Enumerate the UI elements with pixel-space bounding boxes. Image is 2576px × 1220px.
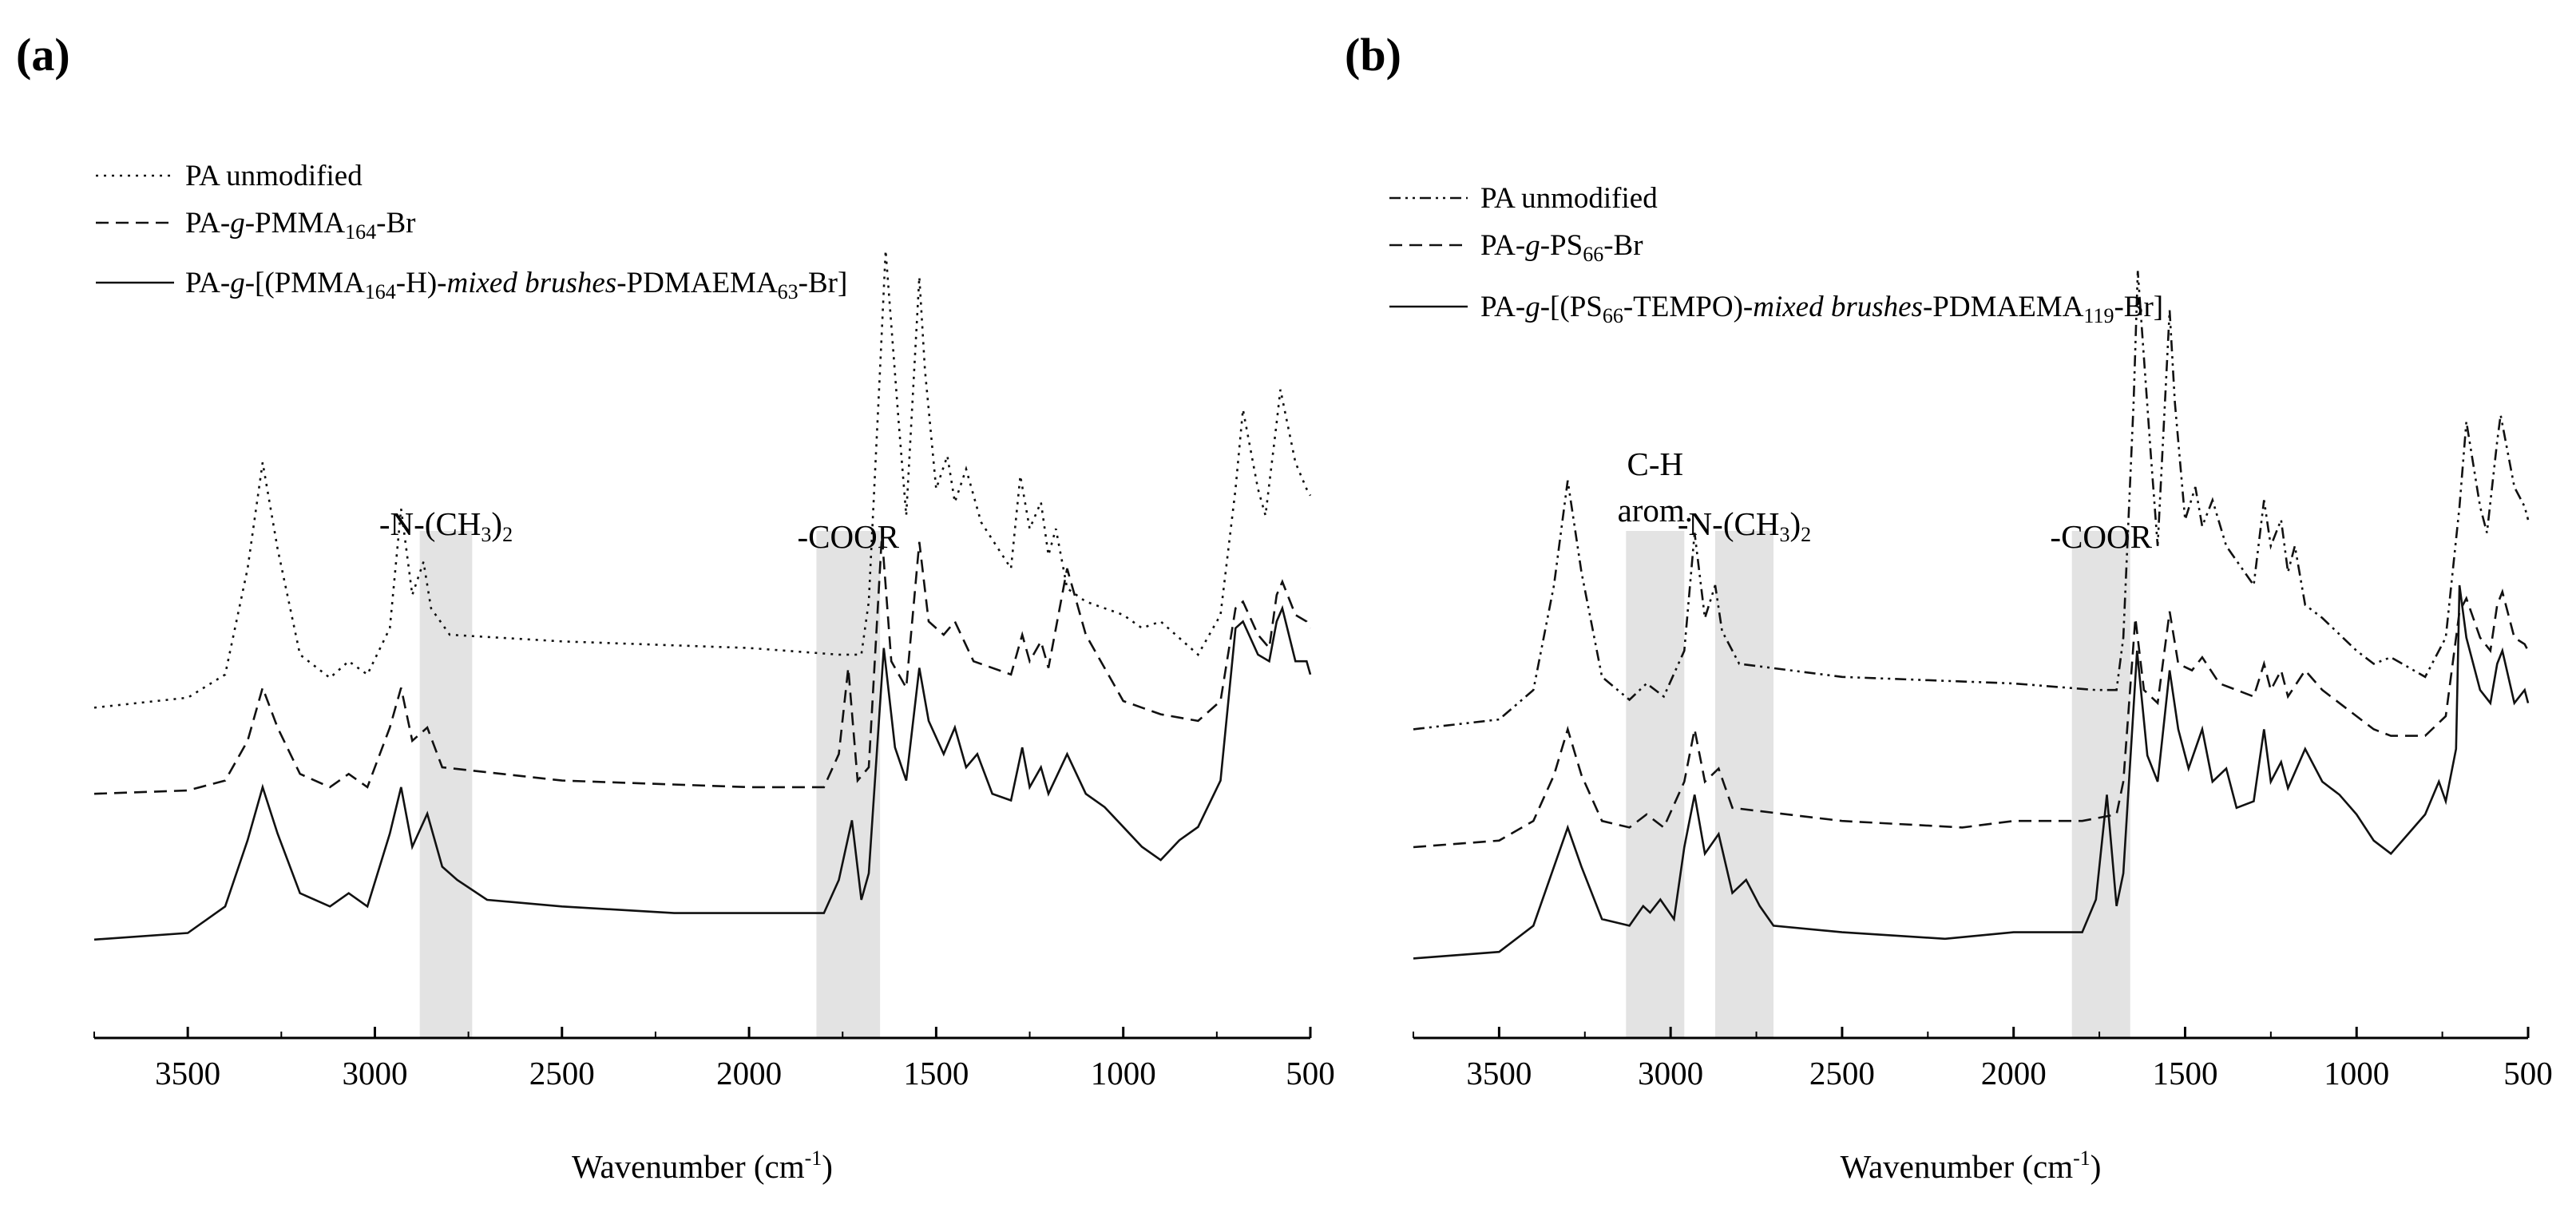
spectrum-line-3: [93, 604, 1312, 941]
legend-entry: PA unmodified: [185, 160, 363, 192]
x-axis-label: Wavenumber (cm-1): [572, 1147, 833, 1185]
legend-entry-part: -Br]: [799, 267, 848, 299]
x-axis-label-sup: -1: [805, 1147, 822, 1170]
legend-entry-part: 66: [1603, 304, 1623, 327]
x-tick-label: 2000: [1981, 1055, 2047, 1091]
band-label-part: 2: [502, 523, 513, 546]
x-tick-label: 500: [1286, 1055, 1335, 1091]
legend-entry-part: -PDMAEMA: [1923, 291, 2084, 323]
band-label: C-H: [1627, 446, 1684, 482]
spectrum-line-1: [1413, 271, 2530, 731]
band-label-part: ): [491, 505, 502, 542]
highlight-band: [419, 531, 473, 1038]
legend-entry-part: mixed brushes: [1753, 291, 1923, 323]
legend-entry-part: -PDMAEMA: [616, 267, 778, 299]
legend-entry-part: -PS: [1540, 229, 1583, 262]
band-label: -N-(CH3)2: [1678, 505, 1811, 546]
x-axis-label-text: Wavenumber (cm: [572, 1148, 805, 1185]
legend-entry-part: mixed brushes: [446, 267, 616, 299]
band-label-part: -N-(CH: [1678, 505, 1780, 542]
spectrum-line-3: [1413, 584, 2530, 960]
spectrum-line-2: [1413, 588, 2530, 849]
x-axis-label-sup: -1: [2073, 1147, 2091, 1170]
legend-entry-part: PA-: [1480, 291, 1525, 323]
x-tick-label: 1500: [2152, 1055, 2217, 1091]
x-tick-label: 3000: [1638, 1055, 1703, 1091]
x-tick-label: 2500: [529, 1055, 595, 1091]
band-label-part: 2: [1801, 523, 1811, 546]
legend-entry-part: PA-: [185, 267, 230, 299]
legend-entry-part: PA unmodified: [1480, 182, 1658, 215]
legend-entry-part: g: [230, 207, 245, 240]
band-label-part: C-H: [1627, 446, 1684, 482]
legend-entry: PA-g-[(PMMA164-H)-mixed brushes-PDMAEMA6…: [185, 267, 847, 303]
band-label-part: -COOR: [2050, 518, 2152, 555]
legend-entry-part: -PMMA: [245, 207, 346, 240]
legend-entry-part: PA-: [185, 207, 230, 240]
x-tick-label: 3500: [155, 1055, 220, 1091]
highlight-band: [2071, 531, 2130, 1038]
band-label-part: -N-(CH: [379, 505, 482, 542]
legend-entry-part: g: [1525, 229, 1540, 262]
legend-entry-part: -TEMPO)-: [1623, 291, 1753, 323]
band-label-part: 3: [481, 523, 491, 546]
legend-entry: PA unmodified: [1480, 182, 1658, 215]
legend-entry-part: -[(PMMA: [245, 267, 365, 299]
band-label: -COOR: [2050, 518, 2152, 555]
legend-entry-part: 66: [1583, 243, 1603, 266]
legend-entry-part: -[(PS: [1540, 291, 1603, 323]
band-label: -COOR: [797, 518, 899, 555]
x-axis-label: Wavenumber (cm-1): [1841, 1147, 2102, 1185]
highlight-band: [1626, 531, 1685, 1038]
x-axis-label-close: ): [2091, 1148, 2102, 1185]
x-tick-label: 1500: [903, 1055, 969, 1091]
legend-entry-part: -Br: [1603, 229, 1643, 262]
x-tick-label: 1000: [2324, 1055, 2389, 1091]
legend-entry-part: 164: [365, 280, 396, 303]
legend-entry-part: -H)-: [396, 267, 447, 299]
x-tick-label: 2500: [1809, 1055, 1875, 1091]
legend-entry: PA-g-PS66-Br: [1480, 229, 1643, 266]
highlight-band: [816, 531, 881, 1038]
legend-entry-part: 119: [2083, 304, 2114, 327]
x-axis-label-close: ): [822, 1148, 833, 1185]
x-axis-label-text: Wavenumber (cm: [1841, 1148, 2074, 1185]
legend-entry-part: -Br]: [2114, 291, 2163, 323]
panel-label-a: (a): [16, 29, 70, 81]
band-label-part: 3: [1779, 523, 1789, 546]
band-label-part: arom.: [1618, 492, 1694, 529]
spectrum-line-2: [93, 535, 1312, 795]
legend-entry-part: g: [230, 267, 245, 299]
x-tick-label: 3000: [342, 1055, 407, 1091]
panel-label-b: (b): [1345, 29, 1401, 81]
legend-entry-part: g: [1525, 291, 1540, 323]
legend-entry-part: PA unmodified: [185, 160, 363, 192]
band-label-part: ): [1789, 505, 1801, 542]
legend-entry: PA-g-[(PS66-TEMPO)-mixed brushes-PDMAEMA…: [1480, 291, 2163, 327]
band-label: -N-(CH3)2: [379, 505, 513, 546]
legend-entry-part: 164: [345, 220, 376, 244]
legend-entry-part: 63: [778, 280, 799, 303]
spectrum-line-1: [93, 250, 1312, 709]
legend-entry-part: PA-: [1480, 229, 1525, 262]
band-label: arom.: [1618, 492, 1694, 529]
x-tick-label: 3500: [1466, 1055, 1532, 1091]
x-tick-label: 2000: [716, 1055, 782, 1091]
band-label-part: -COOR: [797, 518, 899, 555]
legend-entry: PA-g-PMMA164-Br: [185, 207, 415, 244]
legend-entry-part: -Br: [376, 207, 415, 240]
x-tick-label: 500: [2503, 1055, 2553, 1091]
x-tick-label: 1000: [1091, 1055, 1156, 1091]
